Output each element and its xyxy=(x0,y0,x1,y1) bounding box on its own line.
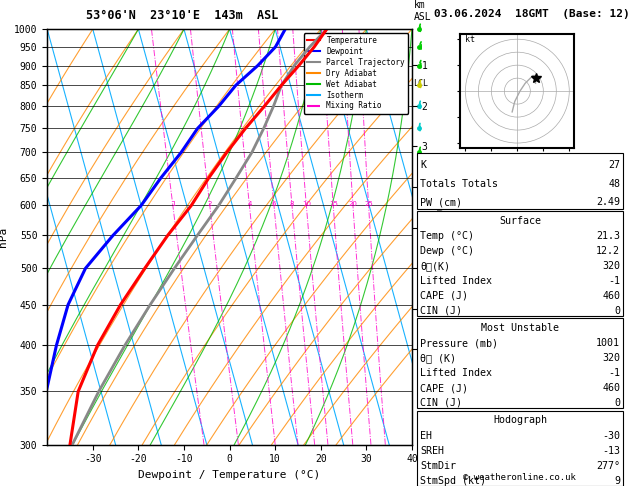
Text: StmDir: StmDir xyxy=(420,461,456,470)
Text: 1: 1 xyxy=(171,201,175,207)
Text: Most Unstable: Most Unstable xyxy=(481,323,559,333)
Text: StmSpd (kt): StmSpd (kt) xyxy=(420,476,486,486)
Text: 25: 25 xyxy=(364,201,373,207)
Text: 460: 460 xyxy=(602,383,620,393)
Text: -13: -13 xyxy=(602,446,620,455)
Text: Pressure (mb): Pressure (mb) xyxy=(420,338,498,348)
Text: Totals Totals: Totals Totals xyxy=(420,179,498,189)
Text: Lifted Index: Lifted Index xyxy=(420,276,492,286)
Text: θᴇ(K): θᴇ(K) xyxy=(420,261,450,271)
Text: 277°: 277° xyxy=(596,461,620,470)
Text: 2.49: 2.49 xyxy=(596,197,620,208)
Text: kt: kt xyxy=(465,35,476,44)
Text: 1001: 1001 xyxy=(596,338,620,348)
X-axis label: Dewpoint / Temperature (°C): Dewpoint / Temperature (°C) xyxy=(138,470,321,480)
Text: Lifted Index: Lifted Index xyxy=(420,368,492,378)
Text: CAPE (J): CAPE (J) xyxy=(420,291,468,301)
Text: 460: 460 xyxy=(602,291,620,301)
Text: 0: 0 xyxy=(614,398,620,408)
Text: SREH: SREH xyxy=(420,446,444,455)
Text: Hodograph: Hodograph xyxy=(493,416,547,425)
Text: 03.06.2024  18GMT  (Base: 12): 03.06.2024 18GMT (Base: 12) xyxy=(433,9,629,19)
Text: © weatheronline.co.uk: © weatheronline.co.uk xyxy=(463,473,576,482)
Text: 4: 4 xyxy=(247,201,252,207)
Text: Surface: Surface xyxy=(499,216,541,226)
Text: 10: 10 xyxy=(302,201,311,207)
Text: 320: 320 xyxy=(602,353,620,363)
Text: 6: 6 xyxy=(272,201,276,207)
Text: 21.3: 21.3 xyxy=(596,231,620,241)
Text: 9: 9 xyxy=(614,476,620,486)
Text: 27: 27 xyxy=(608,160,620,170)
Text: 12.2: 12.2 xyxy=(596,246,620,256)
Text: CAPE (J): CAPE (J) xyxy=(420,383,468,393)
Text: -1: -1 xyxy=(608,276,620,286)
Text: θᴇ (K): θᴇ (K) xyxy=(420,353,456,363)
Text: CIN (J): CIN (J) xyxy=(420,306,462,316)
Text: LCL: LCL xyxy=(413,79,428,88)
Text: 0: 0 xyxy=(614,306,620,316)
Y-axis label: hPa: hPa xyxy=(0,227,8,247)
Y-axis label: Mixing Ratio (g/kg): Mixing Ratio (g/kg) xyxy=(434,181,444,293)
Text: PW (cm): PW (cm) xyxy=(420,197,462,208)
Text: -1: -1 xyxy=(608,368,620,378)
Text: 320: 320 xyxy=(602,261,620,271)
Text: 2: 2 xyxy=(208,201,212,207)
Text: Dewp (°C): Dewp (°C) xyxy=(420,246,474,256)
Text: 8: 8 xyxy=(290,201,294,207)
Text: 53°06'N  23°10'E  143m  ASL: 53°06'N 23°10'E 143m ASL xyxy=(86,9,279,22)
Text: Temp (°C): Temp (°C) xyxy=(420,231,474,241)
Text: EH: EH xyxy=(420,431,432,440)
Text: 15: 15 xyxy=(329,201,338,207)
Text: 20: 20 xyxy=(348,201,357,207)
Text: K: K xyxy=(420,160,426,170)
Text: -30: -30 xyxy=(602,431,620,440)
Text: CIN (J): CIN (J) xyxy=(420,398,462,408)
Text: 48: 48 xyxy=(608,179,620,189)
Legend: Temperature, Dewpoint, Parcel Trajectory, Dry Adiabat, Wet Adiabat, Isotherm, Mi: Temperature, Dewpoint, Parcel Trajectory… xyxy=(304,33,408,114)
Text: km
ASL: km ASL xyxy=(414,0,431,22)
